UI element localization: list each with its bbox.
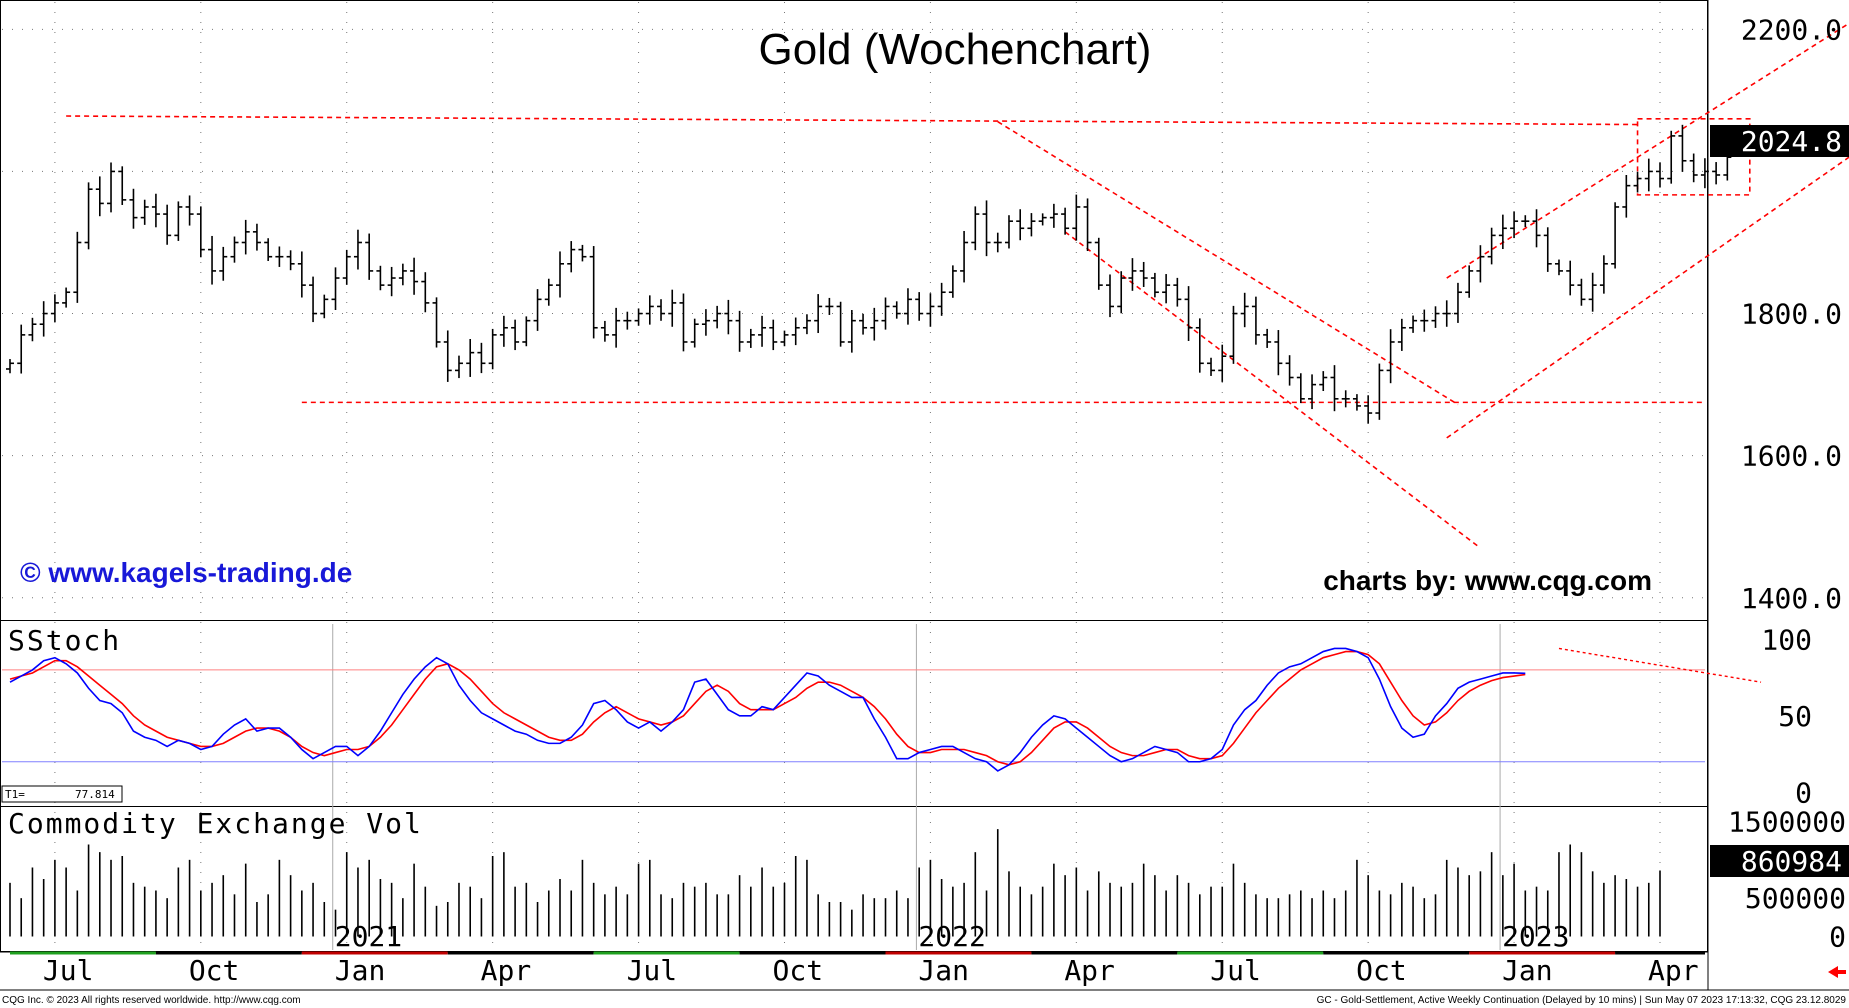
volume-panel-label: Commodity Exchange Vol [8,807,423,840]
trendlines-layer [66,22,1849,549]
watermark-link[interactable]: © www.kagels-trading.de [20,557,352,588]
volume-tick-label: 0 [1829,921,1846,954]
x-axis-month-label: Oct [1356,954,1407,987]
x-axis-year-label: 2023 [1502,920,1569,953]
consolidation-box [1636,118,1751,196]
price-tick-label: 2200.0 [1741,13,1842,46]
price-tick-label: 1600.0 [1741,440,1842,473]
x-axis-month-label: Jan [1502,954,1553,987]
x-axis-month-label: Jan [918,954,969,987]
stoch-readout-box [1,785,123,803]
footer-contract-info: GC - Gold-Settlement, Active Weekly Cont… [1317,995,1847,1006]
volume-tick-label: 1500000 [1728,806,1846,839]
x-axis-month-label: Oct [189,954,240,987]
downtrend-lower-line [1064,231,1481,549]
resistance-line [66,115,1638,126]
price-tick-label: 1400.0 [1741,582,1842,615]
chart-credit: charts by: www.cqg.com [1323,565,1652,596]
footer-copyright: CQG Inc. © 2023 All rights reserved worl… [2,995,301,1006]
stoch-k-line [9,647,1526,772]
stoch-divergence-line [1558,647,1762,683]
uptrend-lower-line [1446,156,1849,439]
scroll-right-arrow-icon[interactable] [1828,966,1846,978]
price-bars-layer [6,124,1732,424]
last-price-tag [1710,125,1849,157]
chart-title: Gold (Wochenchart) [759,25,1152,74]
stoch-panel-frame [0,620,1708,807]
stochastic-layer [2,647,1762,772]
last-volume-label: 860984 [1741,845,1842,878]
x-axis-month-label: Oct [772,954,823,987]
x-axis-month-label: Apr [1648,954,1699,987]
x-axis-month-label: Jul [1210,954,1261,987]
last-volume-tag [1710,845,1849,877]
stoch-panel-label: SStoch [8,624,121,657]
stoch-tick-label: 100 [1761,623,1812,656]
volume-tick-label: 500000 [1745,882,1846,915]
stoch-d-line [9,650,1526,766]
axis-labels-layer: 2200.01800.01600.01400.01005001500000100… [10,13,1846,987]
last-price-label: 2024.8 [1741,125,1842,158]
stoch-readout-value: 77.814 [75,788,115,801]
x-axis-year-label: 2021 [335,920,402,953]
x-axis-month-label: Jan [335,954,386,987]
x-axis-month-label: Apr [1064,954,1115,987]
x-axis-month-label: Apr [481,954,532,987]
stoch-tick-label: 0 [1795,776,1812,809]
volume-bars-layer [9,829,1661,937]
price-panel-frame [0,0,1708,621]
x-axis-year-label: 2022 [918,920,985,953]
x-axis-month-label: Jul [627,954,678,987]
x-axis-month-label: Jul [43,954,94,987]
stoch-tick-label: 50 [1778,700,1812,733]
downtrend-upper-line [997,121,1459,406]
stoch-readout-label: T1= [5,788,25,801]
price-tick-label: 1800.0 [1741,298,1842,331]
